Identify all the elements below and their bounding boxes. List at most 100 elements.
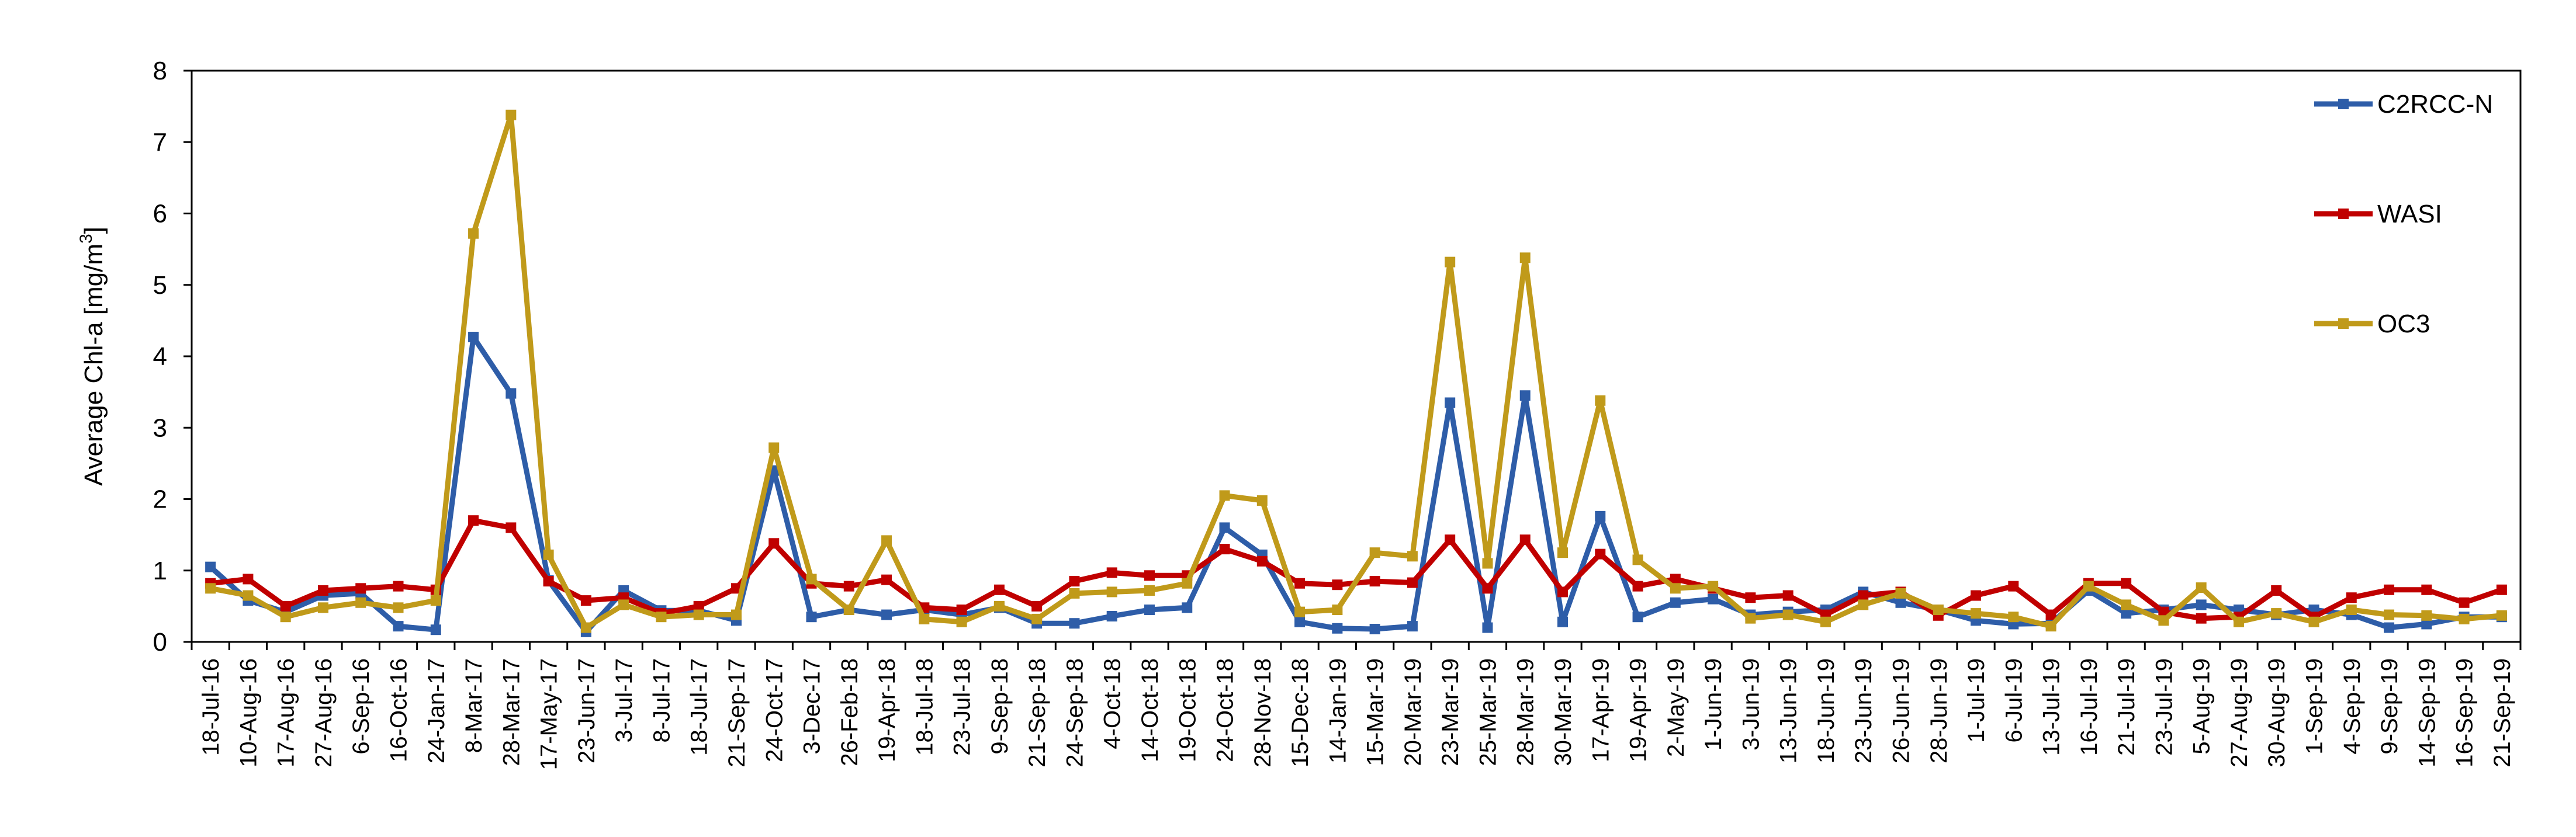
data-point xyxy=(505,522,517,533)
data-point xyxy=(1708,593,1719,605)
data-point xyxy=(1858,590,1869,601)
data-point xyxy=(1595,548,1606,560)
data-point xyxy=(2346,604,2357,615)
x-tick-label: 17-Aug-16 xyxy=(273,658,299,767)
legend-label: C2RCC-N xyxy=(2377,90,2493,119)
data-point xyxy=(956,604,967,615)
data-point xyxy=(1445,256,1456,268)
data-point xyxy=(580,595,591,606)
data-point xyxy=(1294,616,1306,627)
data-point xyxy=(1369,623,1380,634)
data-point xyxy=(280,612,291,623)
data-point xyxy=(1708,581,1719,592)
data-point xyxy=(1482,558,1493,569)
y-tick-label: 8 xyxy=(153,57,167,85)
x-tick-label: 28-Nov-18 xyxy=(1250,658,1276,767)
x-tick-label: 30-Aug-19 xyxy=(2264,658,2290,767)
x-tick-label: 23-Jun-17 xyxy=(574,658,600,763)
x-tick-label: 24-Oct-18 xyxy=(1213,658,1238,762)
x-tick-label: 25-Mar-19 xyxy=(1475,658,1501,766)
data-point xyxy=(1557,547,1569,558)
x-tick-label: 13-Jul-19 xyxy=(2039,658,2065,756)
x-tick-label: 23-Jul-18 xyxy=(950,658,975,756)
data-point xyxy=(1895,597,1906,608)
x-tick-label: 20-Mar-19 xyxy=(1400,658,1426,766)
x-tick-label: 14-Sep-19 xyxy=(2414,658,2440,767)
data-point xyxy=(656,612,667,623)
data-point xyxy=(2421,610,2432,621)
x-tick-label: 23-Mar-19 xyxy=(1438,658,1463,766)
x-tick-label: 8-Jul-17 xyxy=(649,658,674,743)
data-point xyxy=(1256,555,1268,567)
data-point xyxy=(2421,619,2432,630)
data-point xyxy=(1557,616,1569,627)
data-point xyxy=(2196,582,2207,593)
data-point xyxy=(1595,395,1606,406)
data-point xyxy=(768,538,780,549)
data-point xyxy=(1369,547,1380,558)
data-point xyxy=(2008,612,2019,623)
x-tick-label: 24-Oct-17 xyxy=(761,658,787,762)
data-point xyxy=(1632,581,1643,592)
data-point xyxy=(730,609,742,620)
x-tick-label: 1-Jul-19 xyxy=(1964,658,1989,743)
data-point xyxy=(2121,599,2132,610)
x-tick-label: 19-Oct-18 xyxy=(1175,658,1200,762)
x-tick-label: 3-Dec-17 xyxy=(799,658,825,755)
legend-entry: WASI xyxy=(2314,200,2442,228)
data-point xyxy=(881,609,892,620)
x-tick-label: 15-Dec-18 xyxy=(1287,658,1313,767)
y-axis-label-superscript: 3 xyxy=(77,234,96,244)
data-point xyxy=(355,597,366,608)
data-point xyxy=(1219,522,1230,533)
series-line xyxy=(210,112,2502,630)
data-point xyxy=(730,583,742,594)
x-tick-label: 1-Sep-19 xyxy=(2301,658,2327,755)
data-point xyxy=(693,600,704,612)
data-point xyxy=(806,574,817,585)
data-point xyxy=(1106,610,1117,621)
y-tick-label: 4 xyxy=(153,342,167,371)
x-tick-label: 3-Jul-17 xyxy=(611,658,637,743)
data-point xyxy=(1445,397,1456,408)
y-axis-label: Average Chl-a [mg/m3] xyxy=(77,227,108,486)
data-point xyxy=(1557,586,1569,598)
x-tick-label: 21-Sep-17 xyxy=(724,658,750,767)
data-point xyxy=(1632,612,1643,623)
data-point xyxy=(1219,544,1230,555)
y-tick-label: 2 xyxy=(153,485,167,514)
data-point xyxy=(543,576,554,587)
data-point xyxy=(806,612,817,623)
data-point xyxy=(1144,585,1155,596)
data-point xyxy=(2196,613,2207,624)
data-point xyxy=(1971,590,1982,601)
data-point xyxy=(2459,597,2470,608)
data-point xyxy=(1182,578,1193,589)
data-point xyxy=(430,595,441,606)
x-tick-label: 21-Jul-19 xyxy=(2114,658,2139,756)
data-point xyxy=(1782,609,1793,620)
data-point xyxy=(1933,604,1944,615)
y-tick-label: 0 xyxy=(153,628,167,657)
x-tick-label: 16-Jul-19 xyxy=(2076,658,2102,756)
data-point xyxy=(1745,613,1756,624)
x-tick-label: 6-Jul-19 xyxy=(2001,658,2027,743)
data-point xyxy=(1069,618,1080,629)
data-point xyxy=(1482,583,1493,594)
legend-swatch-marker xyxy=(2338,99,2349,109)
x-tick-label: 24-Sep-18 xyxy=(1062,658,1088,767)
y-tick-label: 1 xyxy=(153,557,167,585)
data-point xyxy=(393,602,404,613)
data-point xyxy=(2308,616,2319,627)
data-point xyxy=(2384,609,2395,620)
data-point xyxy=(2121,608,2132,619)
series-oc3 xyxy=(205,109,2507,633)
data-point xyxy=(2384,584,2395,595)
x-tick-label: 4-Oct-18 xyxy=(1100,658,1126,749)
x-tick-label: 16-Oct-16 xyxy=(386,658,412,762)
data-point xyxy=(468,331,479,342)
data-point xyxy=(993,584,1005,595)
data-point xyxy=(2121,578,2132,589)
data-point xyxy=(2459,613,2470,624)
